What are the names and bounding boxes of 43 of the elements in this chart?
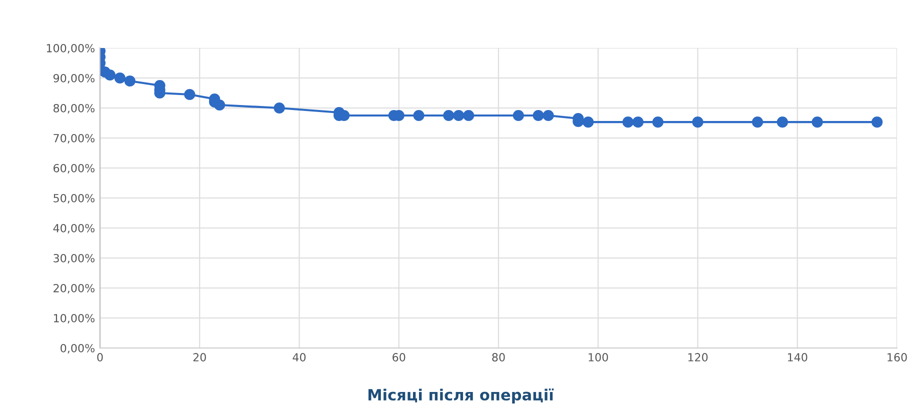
point	[104, 69, 116, 81]
point	[184, 88, 196, 100]
x-tick-label: 120	[688, 353, 708, 362]
x-tick-label: 20	[193, 353, 206, 362]
x-tick-label: 80	[492, 353, 505, 362]
point	[274, 102, 285, 114]
x-tick-label: 100	[588, 353, 608, 362]
point	[443, 110, 454, 122]
y-tick-label: 30,00%	[54, 254, 95, 264]
x-axis-title: Місяці після операції	[368, 388, 554, 404]
y-tick-label: 90,00%	[53, 74, 95, 84]
point	[776, 116, 788, 128]
point	[752, 116, 764, 128]
point	[413, 110, 424, 122]
point	[512, 110, 524, 122]
x-tick-label: 0	[97, 353, 103, 362]
x-tick-label: 60	[392, 353, 406, 362]
point	[872, 116, 883, 128]
point	[542, 110, 554, 122]
y-tick-label: 50,00%	[54, 194, 95, 204]
y-tick-label: 40,00%	[53, 224, 95, 234]
y-tick-label: 60,00%	[54, 164, 95, 174]
point	[532, 110, 544, 122]
point	[463, 110, 474, 122]
y-tick-label: 70,00%	[54, 134, 95, 144]
y-tick-label: 100,00%	[46, 44, 95, 54]
x-tick-label: 160	[888, 353, 907, 362]
point	[622, 116, 634, 128]
x-tick-label: 40	[292, 353, 306, 362]
y-tick-label: 0,00%	[60, 344, 95, 354]
point	[124, 75, 136, 87]
x-tick-label: 140	[788, 353, 808, 362]
point	[214, 99, 226, 111]
point	[632, 116, 644, 128]
point	[652, 116, 664, 128]
point	[812, 116, 823, 128]
y-tick-label: 10,00%	[54, 314, 95, 324]
point	[692, 116, 704, 128]
point	[582, 116, 594, 128]
point	[453, 110, 464, 122]
point	[114, 72, 126, 84]
y-tick-label: 20,00%	[54, 284, 95, 294]
y-tick-label: 80,00%	[54, 104, 95, 114]
